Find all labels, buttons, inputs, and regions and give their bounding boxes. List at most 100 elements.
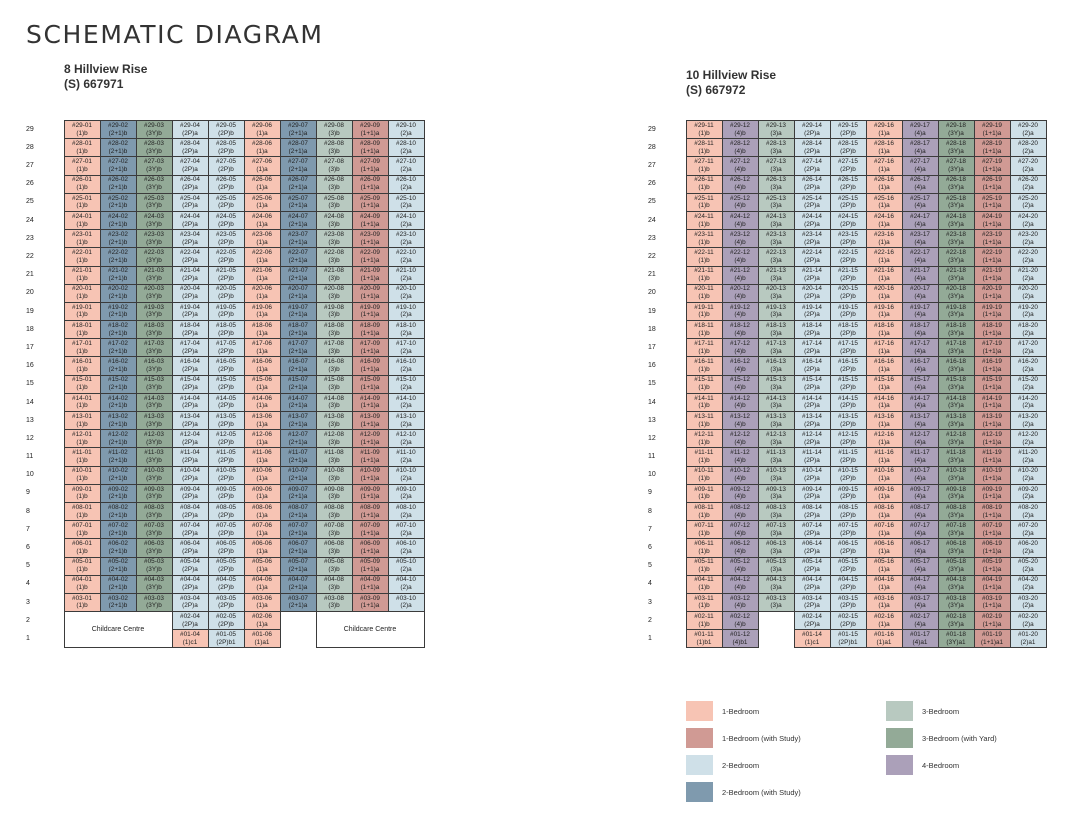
unit-type: (2P)a <box>804 602 820 610</box>
unit-type: (1+1)a <box>982 147 1002 155</box>
unit-cell: #04-16 (1)a <box>865 574 903 594</box>
unit-number: #02-06 <box>252 612 272 620</box>
unit-number: #09-16 <box>874 485 894 493</box>
unit-number: #19-20 <box>1018 303 1038 311</box>
unit-number: #19-15 <box>838 303 858 311</box>
unit-cell: #13-04 (2P)a <box>171 410 209 431</box>
unit-type: (3)b <box>328 165 340 173</box>
unit-number: #18-05 <box>216 321 236 329</box>
unit-number: #25-12 <box>730 194 750 202</box>
unit-cell: #23-17 (4)a <box>901 229 939 249</box>
floor-label: 11 <box>648 453 656 461</box>
unit-type: (1)a <box>256 475 268 483</box>
floor-label: 26 <box>648 180 656 188</box>
floor-label: 18 <box>26 325 34 333</box>
unit-number: #05-19 <box>982 558 1002 566</box>
unit-cell: #17-01 (1)b <box>63 338 101 358</box>
unit-cell: #18-17 (4)a <box>901 320 939 340</box>
unit-number: #21-18 <box>946 267 966 275</box>
unit-number: #16-10 <box>396 358 416 366</box>
unit-type: (1)a <box>256 329 268 337</box>
unit-number: #07-19 <box>982 521 1002 529</box>
unit-number: #09-04 <box>180 485 200 493</box>
unit-number: #06-10 <box>396 540 416 548</box>
unit-number: #19-03 <box>144 303 164 311</box>
floor-label: 1 <box>26 634 30 642</box>
floor-row: 29 #29-01 (1)b #29-02 (2+1)b #29-03 (3Y)b #29-0… <box>26 119 425 140</box>
unit-number: #01-18 <box>946 631 966 639</box>
unit-number: #22-14 <box>802 249 822 257</box>
unit-cell: #24-19 (1+1)a <box>973 210 1011 231</box>
unit-cell: #16-06 (1)a <box>243 356 281 376</box>
unit-cell: #06-18 (3Y)a <box>937 538 975 558</box>
unit-type: (3Y)b <box>146 165 162 173</box>
empty-cell <box>280 630 316 648</box>
unit-type: (4)b <box>734 547 746 555</box>
floor-label: 19 <box>648 307 656 315</box>
unit-number: #06-04 <box>180 540 200 548</box>
unit-type: (4)a <box>914 129 926 137</box>
unit-cell: #18-09 (1+1)a <box>351 320 389 340</box>
unit-type: (1)a <box>878 293 890 301</box>
unit-number: #17-16 <box>874 340 894 348</box>
unit-type: (1)b <box>698 256 710 264</box>
unit-number: #18-08 <box>324 321 344 329</box>
unit-cell: #13-03 (3Y)b <box>135 410 173 431</box>
unit-type: (2)a <box>1022 311 1034 319</box>
unit-type: (2)a <box>400 493 412 501</box>
unit-cell: #23-07 (2+1)a <box>279 229 317 249</box>
unit-cell: #07-18 (3Y)a <box>937 520 975 540</box>
unit-type: (4)b <box>734 620 746 628</box>
unit-number: #21-15 <box>838 267 858 275</box>
unit-type: (3Y)b <box>146 293 162 301</box>
unit-cell: #22-11 (1)b <box>685 247 723 267</box>
unit-number: #16-11 <box>694 358 714 366</box>
unit-number: #28-02 <box>108 139 128 147</box>
unit-number: #23-14 <box>802 230 822 238</box>
unit-type: (2P)a <box>182 384 198 392</box>
unit-cell: #16-13 (3)a <box>757 356 795 376</box>
unit-cell: #06-03 (3Y)b <box>135 538 173 558</box>
legend-swatch <box>886 701 913 721</box>
unit-type: (1)b <box>76 529 88 537</box>
unit-type: (2)a <box>1022 147 1034 155</box>
unit-cell: #03-04 (2P)a <box>171 592 209 613</box>
unit-type: (1)b <box>76 311 88 319</box>
floor-row: 9 #09-01 (1)b #09-02 (2+1)b #09-03 (3Y)b #09-04… <box>26 483 425 503</box>
unit-type: (2P)b <box>840 184 856 192</box>
floor-label: 23 <box>648 234 656 242</box>
unit-type: (1)b <box>698 366 710 374</box>
unit-cell: #06-06 (1)a <box>243 538 281 558</box>
unit-number: #15-11 <box>694 376 714 384</box>
unit-number: #21-10 <box>396 267 416 275</box>
unit-number: #22-10 <box>396 249 416 257</box>
floor-label: 13 <box>648 416 656 424</box>
unit-cell: #19-19 (1+1)a <box>973 301 1011 322</box>
floor-row: 7 #07-11 (1)b #07-12 (4)b #07-13 (3)a #07-14 (2P… <box>648 520 1047 540</box>
unit-type: (2+1)b <box>108 293 128 301</box>
unit-cell: #04-02 (2+1)b <box>99 574 137 594</box>
unit-cell: #24-15 (2P)b <box>829 210 867 231</box>
unit-number: #10-13 <box>766 467 786 475</box>
unit-number: #05-03 <box>144 558 164 566</box>
unit-cell: #16-03 (3Y)b <box>135 356 173 376</box>
unit-type: (3Y)b <box>146 529 162 537</box>
unit-number: #24-16 <box>874 212 894 220</box>
unit-number: #13-09 <box>360 412 380 420</box>
unit-cell: #20-13 (3)a <box>757 283 795 303</box>
legend-label: 2-Bedroom <box>722 760 760 770</box>
unit-cell: #13-20 (2)a <box>1009 410 1047 431</box>
floor-label: 7 <box>648 525 652 533</box>
legend-item-1-bedroom-study: 1-Bedroom (with Study) <box>686 728 801 748</box>
unit-number: #11-05 <box>216 449 236 457</box>
unit-type: (2P)b <box>218 311 234 319</box>
unit-type: (1+1)a <box>982 493 1002 501</box>
unit-cell: #21-14 (2P)a <box>793 265 831 285</box>
unit-number: #07-20 <box>1018 521 1038 529</box>
unit-type: (1+1)a <box>360 220 380 228</box>
floor-label: 2 <box>648 616 652 624</box>
unit-cell: #15-09 (1+1)a <box>351 374 389 394</box>
unit-number: #07-02 <box>108 521 128 529</box>
unit-number: #15-12 <box>730 376 750 384</box>
unit-cell: #25-14 (2P)a <box>793 192 831 212</box>
